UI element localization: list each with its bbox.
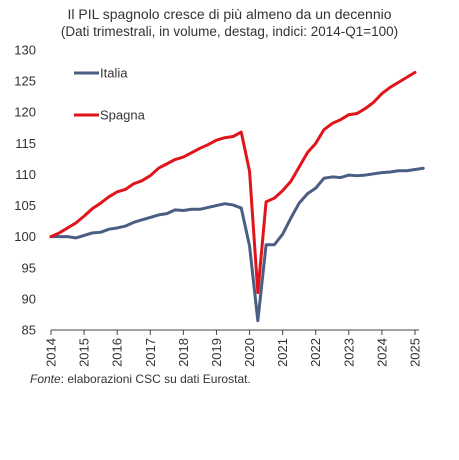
x-tick-label: 2014 [44,338,59,367]
x-tick-label: 2019 [209,338,224,367]
y-tick-label: 110 [15,167,36,182]
chart-subtitle: (Dati trimestrali, in volume, destag, in… [60,24,399,39]
y-tick-label: 85 [22,323,36,338]
y-axis: 85 90 95 100 105 110 115 120 125 130 [14,43,36,338]
x-tick-label: 2015 [77,338,92,367]
x-axis: 2014 2015 2016 2017 2018 2019 2020 2021 2022 2023… [44,329,423,367]
source-note: Fonte: elaborazioni CSC su dati Eurostat… [30,372,251,386]
x-tick-label: 2024 [374,338,389,367]
y-tick-label: 95 [22,260,36,275]
x-tick-label: 2017 [143,338,158,367]
x-tick-label: 2023 [341,338,356,367]
x-tick-label: 2025 [408,338,423,367]
y-tick-label: 125 [14,74,36,89]
series-line-italia [49,166,425,323]
y-tick-label: 130 [14,43,36,58]
legend-label-italia: Italia [100,66,128,81]
x-tick-label: 2022 [308,338,323,367]
source-text: : elaborazioni CSC su dati Eurostat. [60,372,251,386]
x-tick-label: 2016 [110,338,125,367]
y-tick-label: 115 [15,136,36,151]
line-chart: 85 90 95 100 105 110 115 120 125 130 2014 2015 2016… [14,43,425,367]
source-label: Fonte [30,372,61,386]
legend: Italia Spagna [74,66,146,123]
y-tick-label: 90 [22,291,36,306]
series-line-spagna [49,70,417,295]
plot-area [49,70,425,323]
legend-label-spagna: Spagna [100,108,146,123]
y-tick-label: 120 [14,105,36,120]
y-tick-label: 100 [14,229,36,244]
x-tick-label: 2018 [176,338,191,367]
x-tick-label: 2021 [275,338,290,367]
y-tick-label: 105 [14,198,36,213]
chart-title: Il PIL spagnolo cresce di più almeno da … [67,6,392,22]
x-tick-label: 2020 [242,338,257,367]
